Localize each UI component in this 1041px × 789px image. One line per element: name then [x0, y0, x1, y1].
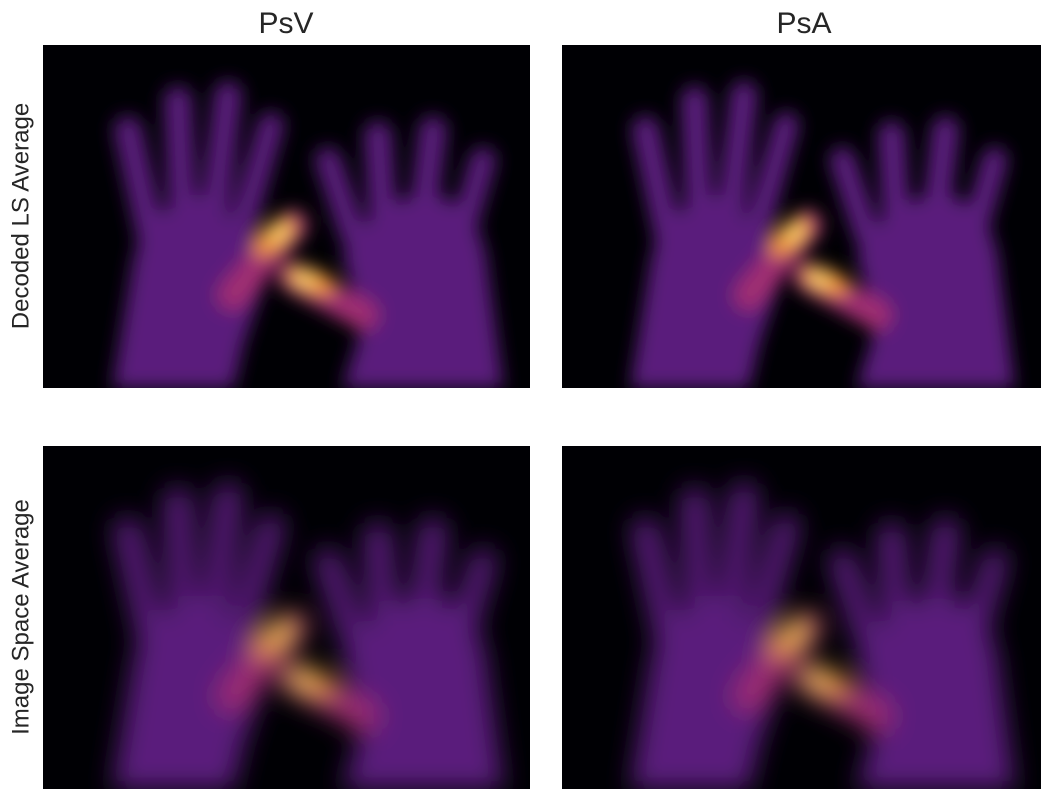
row-title: Image Space Average	[7, 499, 34, 735]
heatmap-panel	[43, 446, 530, 789]
row-title: Decoded LS Average	[7, 103, 34, 329]
column-title: PsV	[258, 7, 313, 40]
heatmap-panel	[43, 45, 530, 388]
heatmap-panel	[562, 45, 1041, 388]
figure: PsV PsA Decoded LS Average Image Space A…	[0, 0, 1041, 789]
column-title: PsA	[776, 7, 831, 40]
heatmap-panel	[562, 446, 1041, 789]
